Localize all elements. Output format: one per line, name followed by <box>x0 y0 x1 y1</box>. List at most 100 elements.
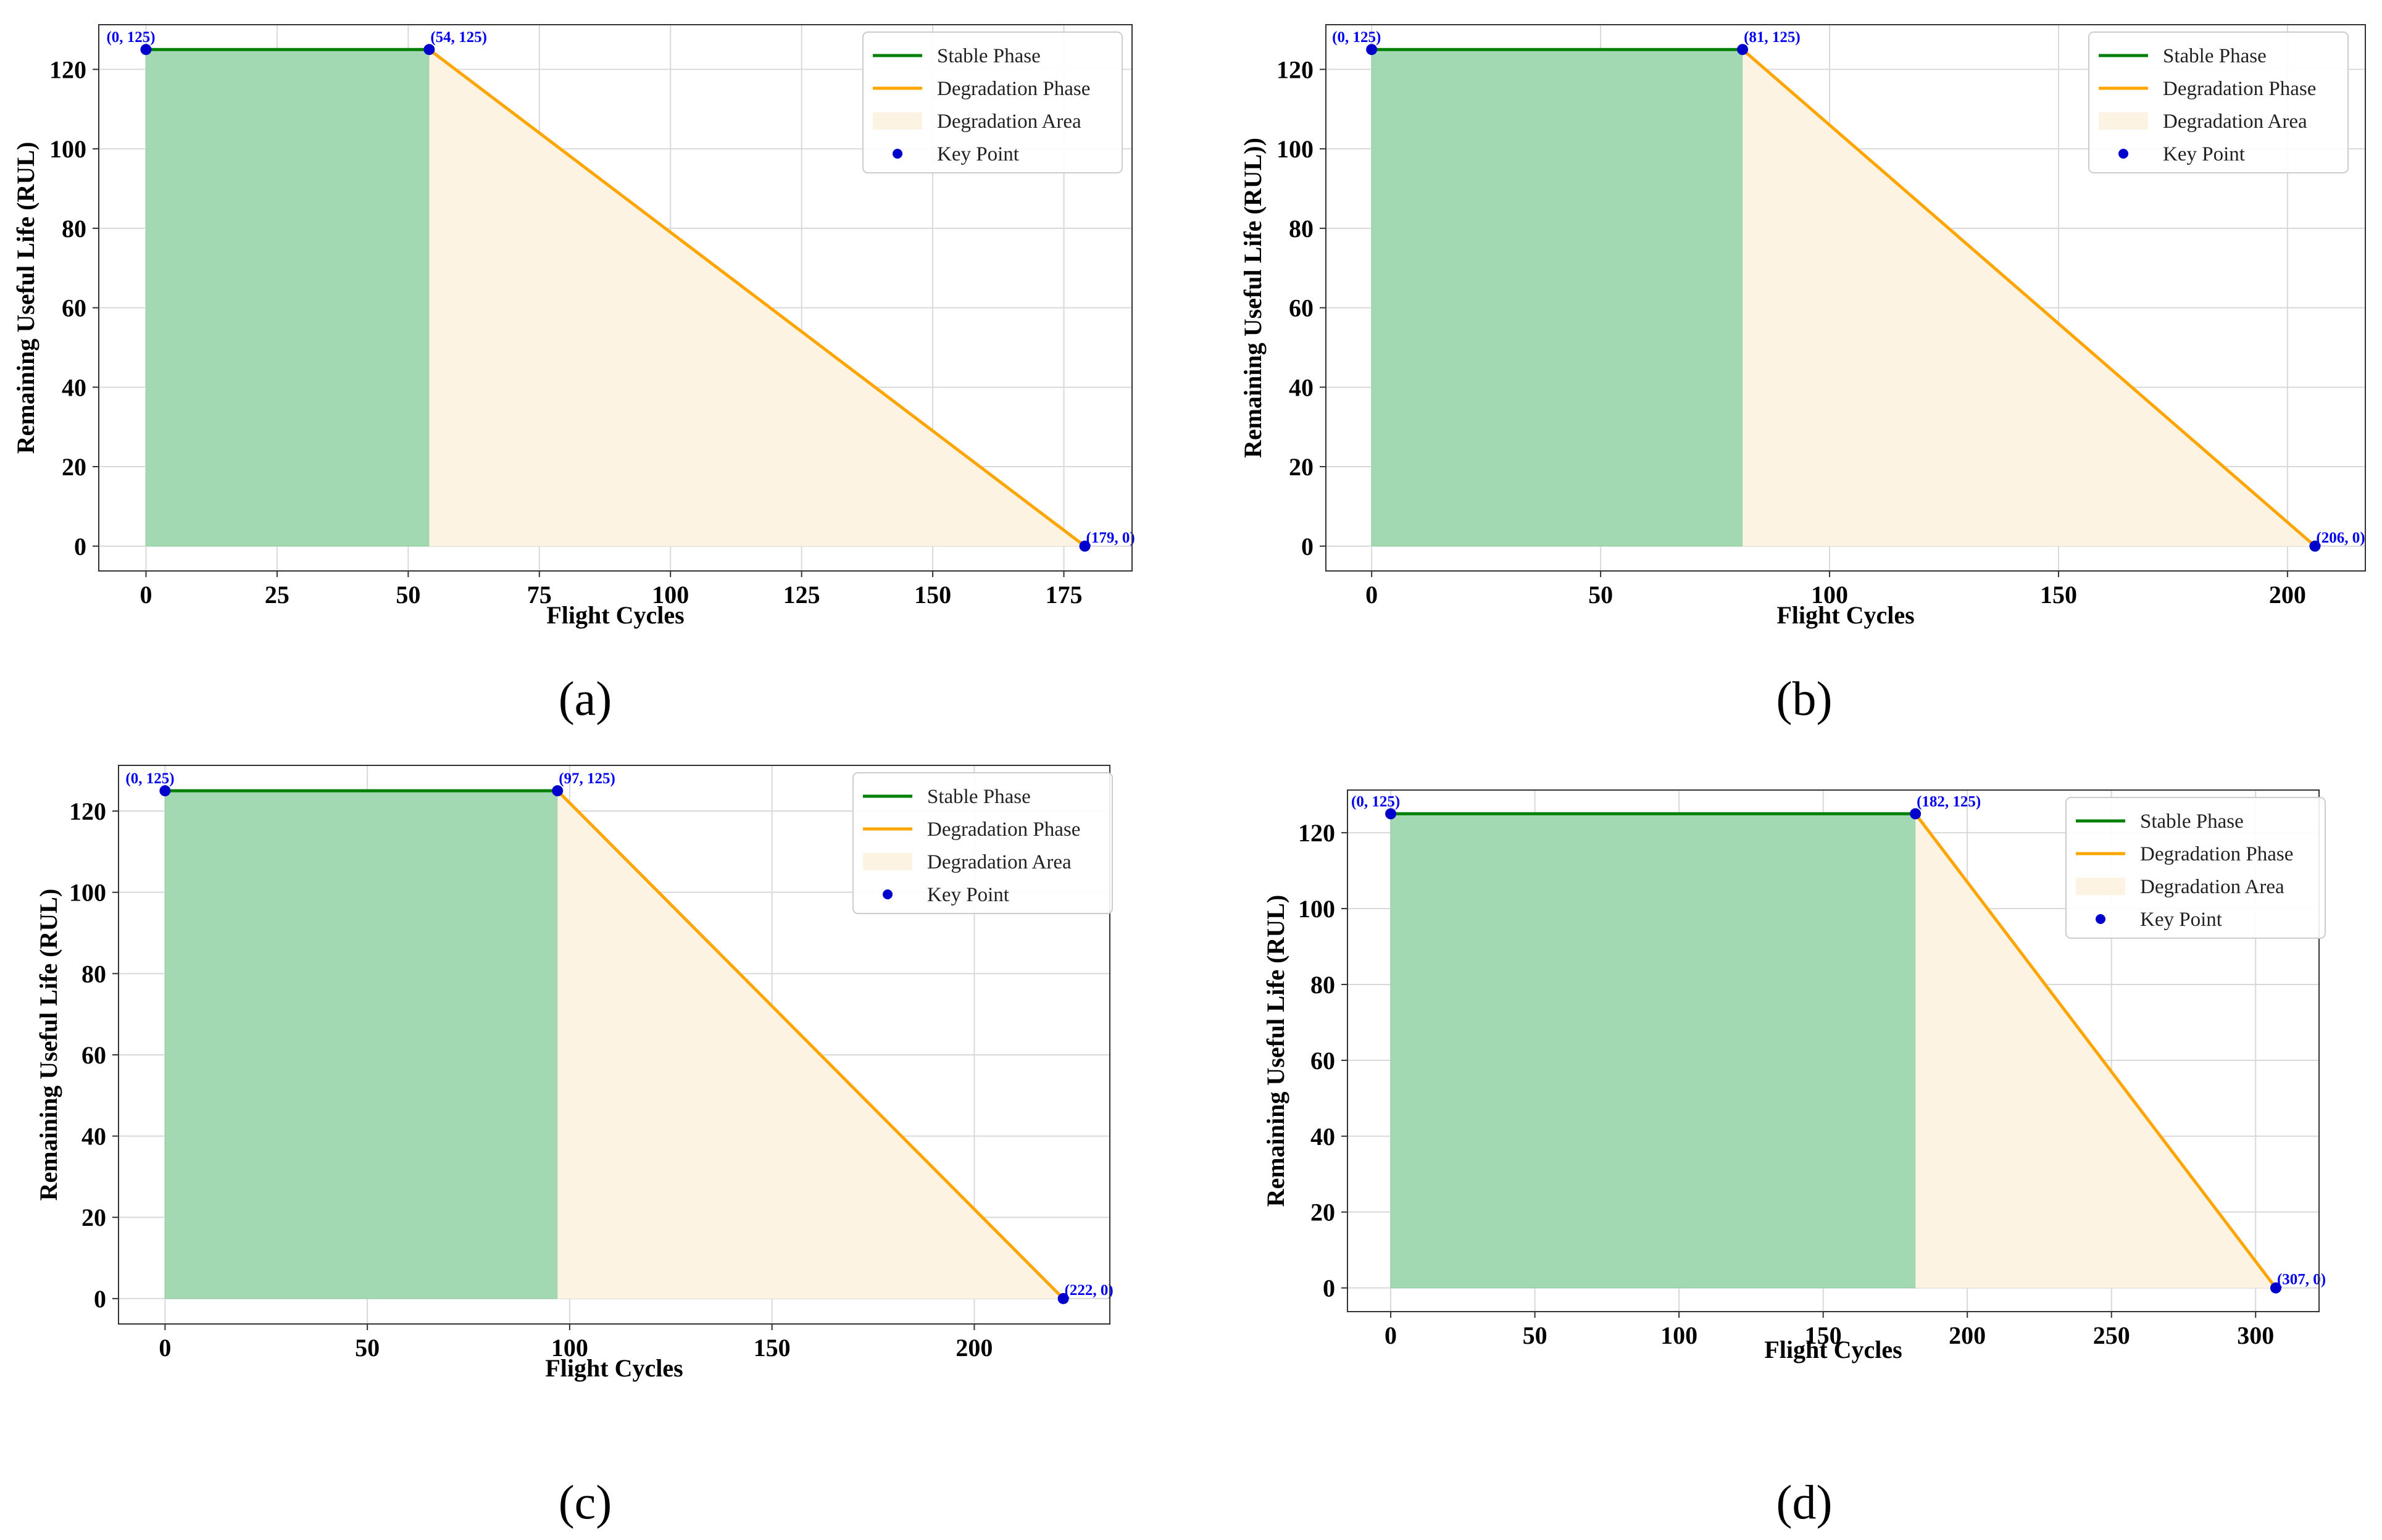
x-tick-label: 100 <box>652 581 689 609</box>
legend-entry-label: Key Point <box>927 884 1009 906</box>
key-point-label: (0, 125) <box>1351 793 1400 810</box>
x-axis-label: Flight Cycles <box>546 601 684 629</box>
legend-entry-label: Stable Phase <box>2140 810 2244 833</box>
y-axis-label: Remaining Useful Life (RUL)) <box>1239 138 1267 458</box>
legend-entry-label: Degradation Area <box>927 851 1072 873</box>
y-tick-label: 40 <box>1310 1123 1335 1151</box>
x-tick-label: 25 <box>265 581 289 609</box>
x-tick-label: 100 <box>1811 581 1848 609</box>
x-tick-label: 100 <box>1660 1321 1697 1349</box>
legend-entry-label: Stable Phase <box>937 45 1041 67</box>
y-tick-label: 60 <box>1310 1047 1335 1075</box>
x-tick-label: 150 <box>914 581 951 609</box>
axes-frame <box>98 24 1133 572</box>
y-tick-label: 20 <box>1310 1199 1335 1226</box>
legend-entry-label: Key Point <box>937 143 1019 165</box>
key-point-marker <box>552 785 564 797</box>
x-tick-label: 100 <box>551 1334 588 1362</box>
degradation-phase-line <box>428 48 1086 547</box>
y-tick-label: 100 <box>1276 135 1314 163</box>
axes-frame <box>1325 24 2366 572</box>
axes-frame <box>118 765 1110 1325</box>
legend-entry-label: Degradation Area <box>2140 876 2284 898</box>
y-tick-label: 100 <box>69 879 106 907</box>
legend-swatch-keypoint <box>2118 149 2128 159</box>
key-point-label: (81, 125) <box>1744 29 1801 46</box>
key-point-marker <box>159 785 171 797</box>
legend-box <box>2065 797 2326 939</box>
axes-frame <box>1347 789 2320 1312</box>
key-point-marker <box>2270 1282 2281 1294</box>
x-tick-label: 200 <box>1949 1321 1986 1349</box>
x-tick-label: 175 <box>1046 581 1083 609</box>
x-tick-label: 50 <box>355 1334 380 1362</box>
legend-entry-label: Key Point <box>2140 909 2222 931</box>
x-tick-label: 300 <box>2237 1321 2274 1349</box>
x-tick-label: 150 <box>2040 581 2077 609</box>
key-point-marker <box>1057 1292 1069 1304</box>
y-tick-label: 20 <box>1289 453 1314 481</box>
legend-swatch-area <box>863 853 912 870</box>
x-tick-label: 50 <box>1588 581 1613 609</box>
y-tick-label: 120 <box>1276 56 1314 83</box>
y-tick-label: 80 <box>1310 971 1335 999</box>
legend-entry-label: Stable Phase <box>927 786 1031 808</box>
key-point-marker <box>2309 540 2321 552</box>
legend-box <box>852 772 1113 914</box>
x-tick-label: 0 <box>159 1334 171 1362</box>
y-axis-label: Remaining Useful Life (RUL) <box>12 142 40 454</box>
key-point-label: (54, 125) <box>430 29 487 46</box>
y-tick-label: 40 <box>62 373 86 401</box>
y-axis-label: Remaining Useful Life (RUL) <box>35 889 62 1201</box>
key-point-marker <box>1079 540 1091 552</box>
stable-area-fill <box>1371 49 1743 547</box>
legend-box <box>2088 31 2349 173</box>
key-point-label: (206, 0) <box>2316 530 2365 546</box>
key-point-marker <box>140 44 152 56</box>
key-point-marker <box>1737 44 1749 56</box>
key-point-label: (179, 0) <box>1086 530 1135 546</box>
y-axis-label: Remaining Useful Life (RUL) <box>1262 895 1289 1207</box>
legend-entry-label: Stable Phase <box>2163 45 2267 67</box>
chart-panel-d: 0 50 100 150 200 250 300 0 20 40 60 80 100 120 (0, 125… <box>1262 789 2326 1529</box>
y-tick-label: 0 <box>1301 533 1314 560</box>
y-tick-label: 20 <box>62 453 86 481</box>
legend-entry-label: Key Point <box>2163 143 2245 165</box>
legend-box <box>862 31 1123 173</box>
panel-caption: (c) <box>559 1475 612 1529</box>
x-axis-label: Flight Cycles <box>1776 601 1914 629</box>
degradation-phase-line <box>556 789 1065 1300</box>
key-point-label: (222, 0) <box>1065 1282 1114 1299</box>
x-tick-label: 75 <box>527 581 552 609</box>
x-tick-label: 150 <box>754 1334 791 1362</box>
chart-panel-b: 0 50 100 150 200 0 20 40 60 80 100 120 (0, 125) (81, … <box>1239 24 2366 725</box>
key-point-marker <box>423 44 435 56</box>
panel-caption: (d) <box>1776 1475 1833 1529</box>
legend-entry-label: Degradation Phase <box>927 818 1080 841</box>
y-tick-label: 120 <box>1298 819 1335 847</box>
y-tick-label: 60 <box>81 1041 106 1069</box>
x-tick-label: 50 <box>1523 1321 1547 1349</box>
y-tick-label: 0 <box>1323 1275 1335 1302</box>
y-tick-label: 0 <box>74 533 86 560</box>
stable-area-fill <box>145 49 430 547</box>
y-tick-label: 120 <box>69 797 106 825</box>
legend-entry-label: Degradation Area <box>2163 110 2307 133</box>
degradation-phase-line <box>1914 812 2277 1289</box>
x-tick-label: 150 <box>1805 1321 1842 1349</box>
y-tick-label: 120 <box>49 56 86 83</box>
legend-swatch-area <box>2076 878 2125 895</box>
stable-area-fill <box>164 790 558 1299</box>
x-axis-label: Flight Cycles <box>1764 1336 1902 1363</box>
legend-entry-label: Degradation Phase <box>2163 78 2316 100</box>
x-tick-label: 0 <box>1365 581 1378 609</box>
key-point-label: (182, 125) <box>1917 793 1981 810</box>
y-tick-label: 80 <box>81 960 106 988</box>
x-tick-label: 125 <box>783 581 820 609</box>
key-point-label: (97, 125) <box>559 770 615 787</box>
y-tick-label: 80 <box>1289 215 1314 243</box>
x-tick-label: 0 <box>1385 1321 1397 1349</box>
x-tick-label: 200 <box>2269 581 2306 609</box>
y-tick-label: 60 <box>1289 294 1314 322</box>
